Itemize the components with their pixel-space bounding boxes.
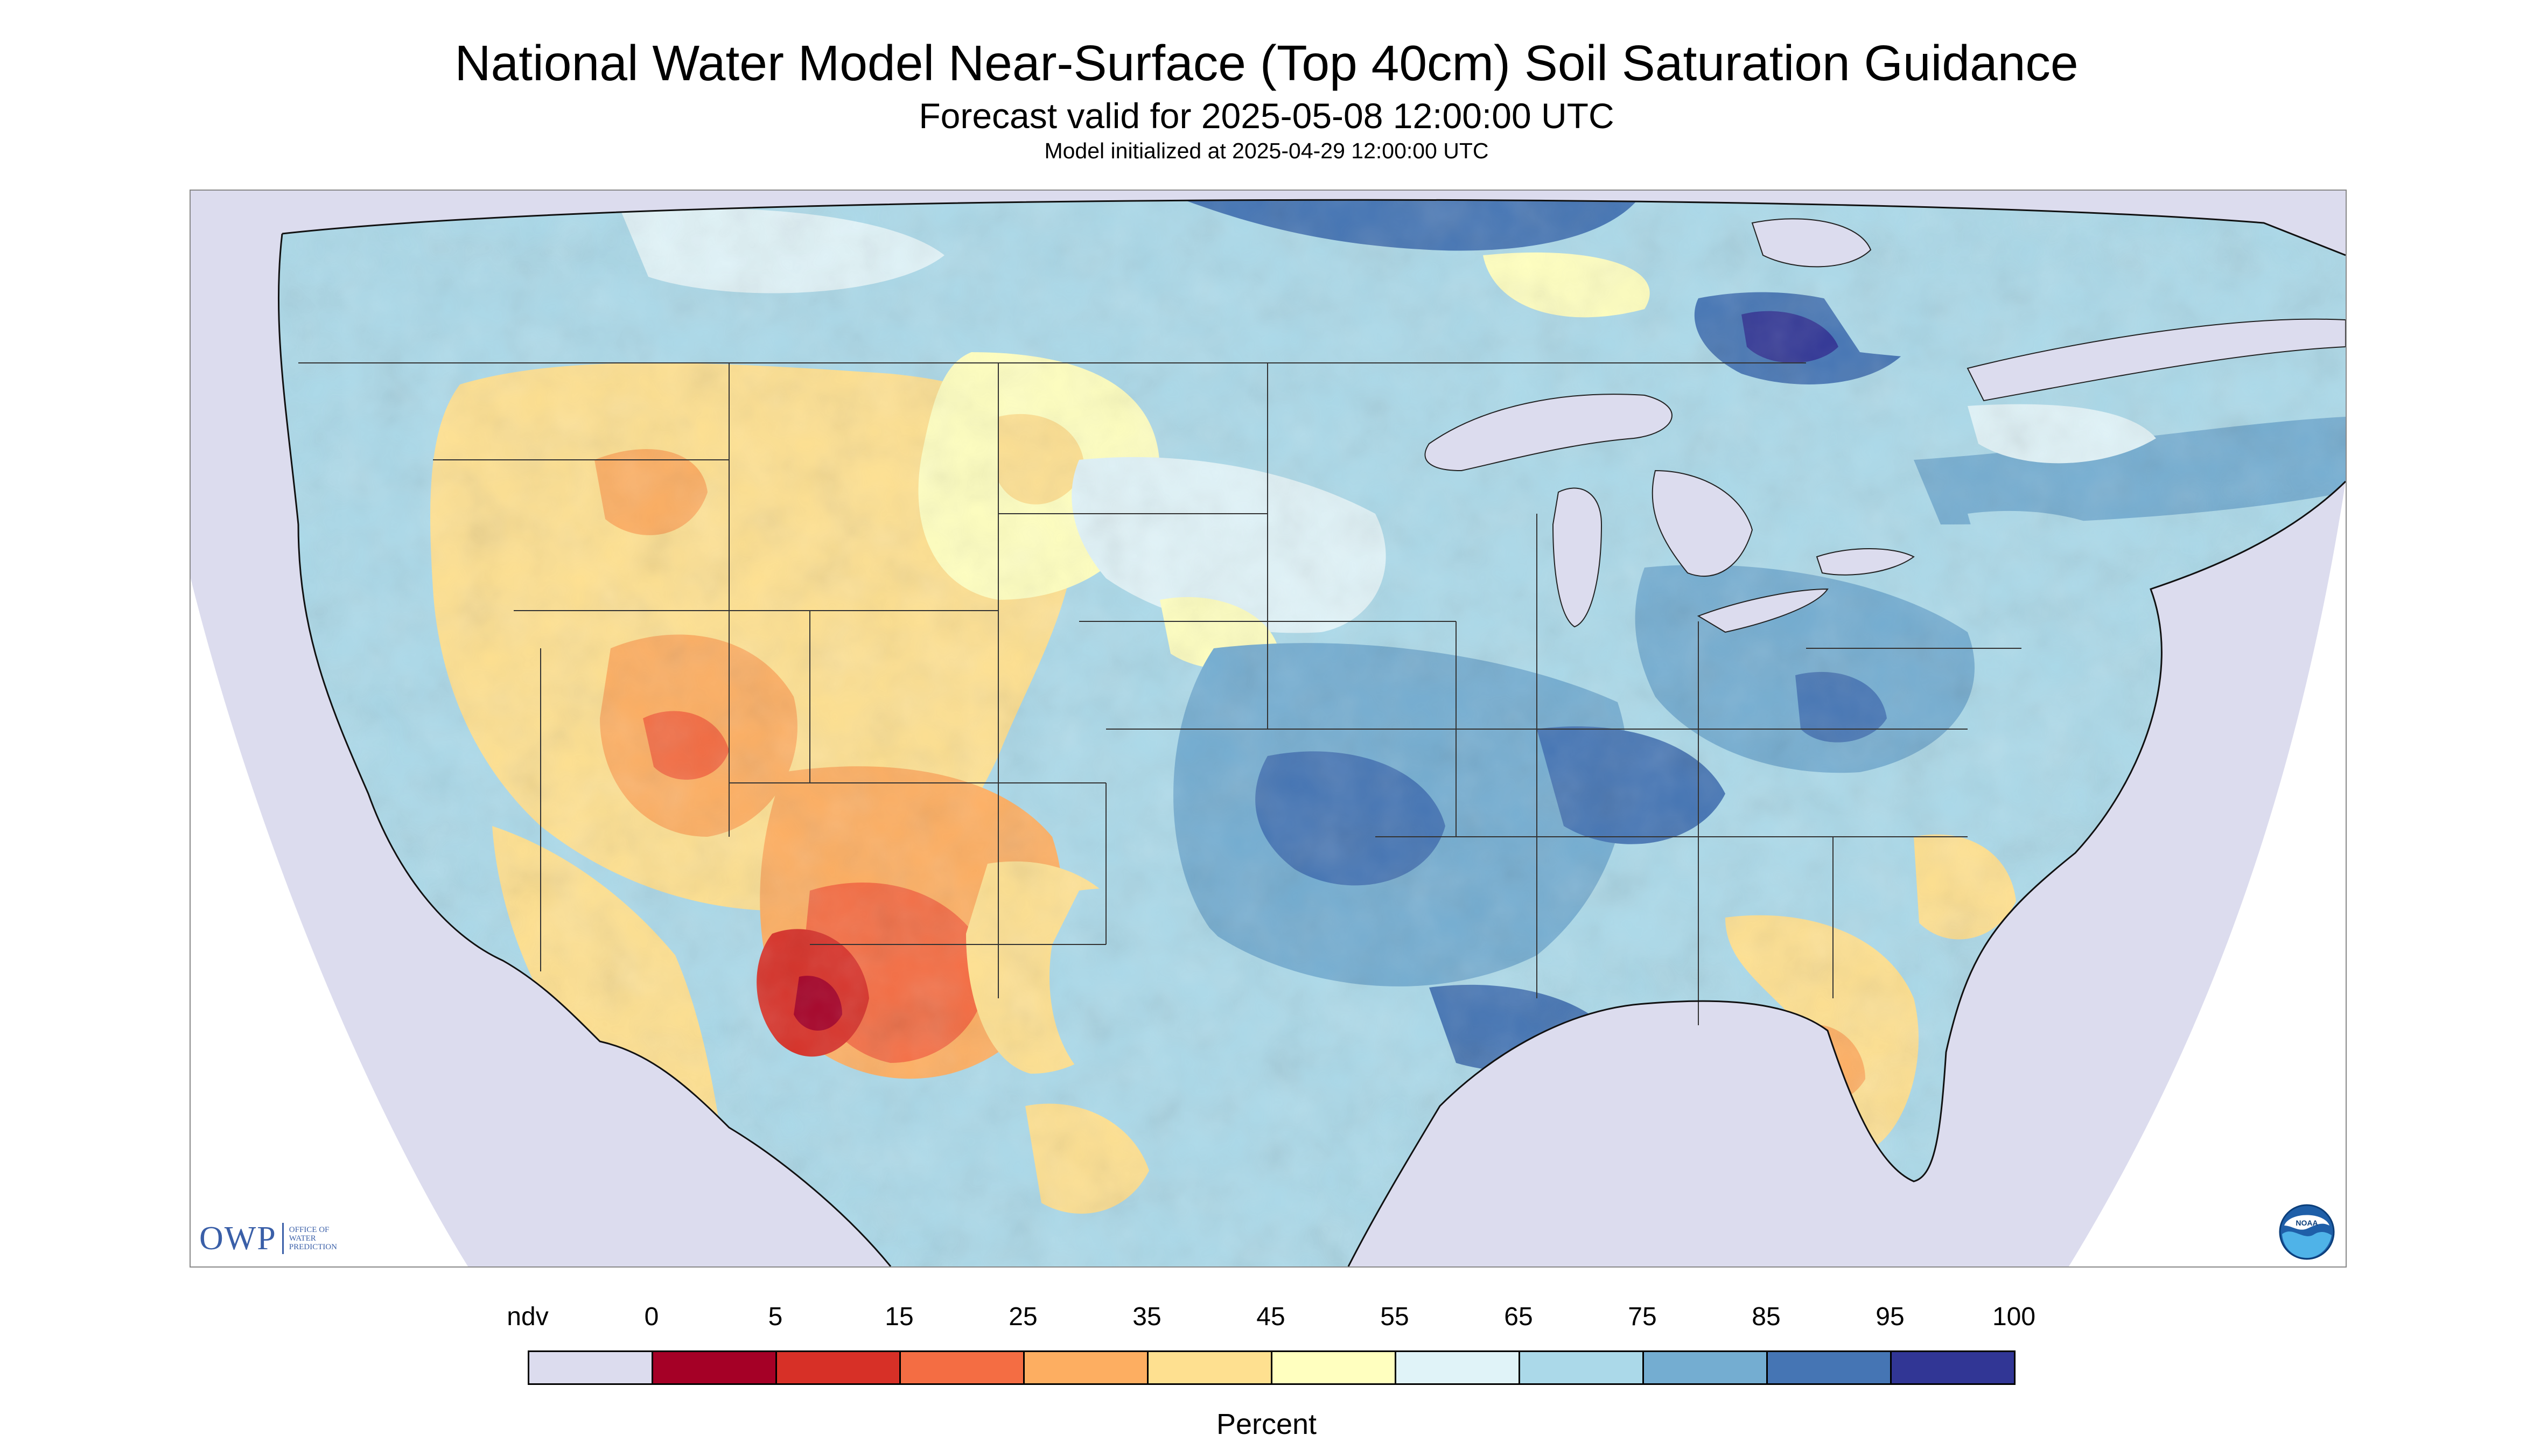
lake-erie: [1697, 588, 1829, 633]
lake-huron: [1652, 470, 1753, 577]
legend-label-5: 5: [768, 1303, 783, 1331]
legend-label-0: 0: [644, 1303, 659, 1331]
noaa-logo-text: NOAA: [2296, 1219, 2318, 1227]
legend-swatch-3: [899, 1350, 1025, 1385]
great-lakes: [1424, 218, 2346, 633]
st-lawrence: [1967, 318, 2346, 402]
legend-label-65: 65: [1504, 1303, 1533, 1331]
legend-swatch-8: [1519, 1350, 1644, 1385]
lake-michigan: [1552, 487, 1603, 628]
coastline: [277, 199, 2346, 1266]
legend-label-100: 100: [1992, 1303, 2036, 1331]
legend-swatch-11: [1890, 1350, 2016, 1385]
lake-ontario: [1816, 548, 1915, 576]
model-init-time: Model initialized at 2025-04-29 12:00:00…: [1044, 138, 1489, 163]
legend-label-95: 95: [1876, 1303, 1905, 1331]
owp-logo-letters: OWP: [199, 1220, 277, 1257]
legend-swatch-4: [1023, 1350, 1149, 1385]
legend-label-25: 25: [1009, 1303, 1038, 1331]
political-boundaries: [298, 362, 2021, 1025]
map-title: National Water Model Near-Surface (Top 4…: [454, 35, 2079, 91]
owp-logo: OWP OFFICE OF WATER PREDICTION: [199, 1217, 337, 1260]
owp-logo-text: OFFICE OF WATER PREDICTION: [289, 1226, 337, 1251]
legend-label-55: 55: [1380, 1303, 1409, 1331]
legend-swatch-7: [1395, 1350, 1520, 1385]
owp-logo-line-1: OFFICE OF: [289, 1226, 330, 1234]
legend-swatch-9: [1642, 1350, 1768, 1385]
legend-label-45: 45: [1256, 1303, 1285, 1331]
legend-swatch-10: [1766, 1350, 1892, 1385]
forecast-valid-time: Forecast valid for 2025-05-08 12:00:00 U…: [919, 96, 1614, 136]
legend-swatch-5: [1147, 1350, 1272, 1385]
legend-swatch-6: [1271, 1350, 1396, 1385]
soil-saturation-map: [191, 191, 2346, 1266]
owp-logo-divider: [282, 1223, 284, 1254]
legend-swatch-1: [652, 1350, 777, 1385]
legend-label-ndv: ndv: [507, 1303, 549, 1331]
owp-logo-line-2: WATER: [289, 1234, 316, 1243]
legend-swatch-2: [775, 1350, 901, 1385]
noaa-logo: NOAA: [2279, 1204, 2335, 1260]
legend-label-75: 75: [1628, 1303, 1657, 1331]
legend-label-85: 85: [1752, 1303, 1781, 1331]
legend-unit-label: Percent: [1216, 1408, 1317, 1440]
legend-swatch-0: [528, 1350, 653, 1385]
legend-label-15: 15: [885, 1303, 914, 1331]
lake-superior: [1424, 394, 1673, 472]
legend-label-35: 35: [1132, 1303, 1161, 1331]
map-panel: [190, 190, 2347, 1268]
owp-logo-line-3: PREDICTION: [289, 1243, 337, 1251]
hudson-bay-lake: [1751, 218, 1872, 268]
